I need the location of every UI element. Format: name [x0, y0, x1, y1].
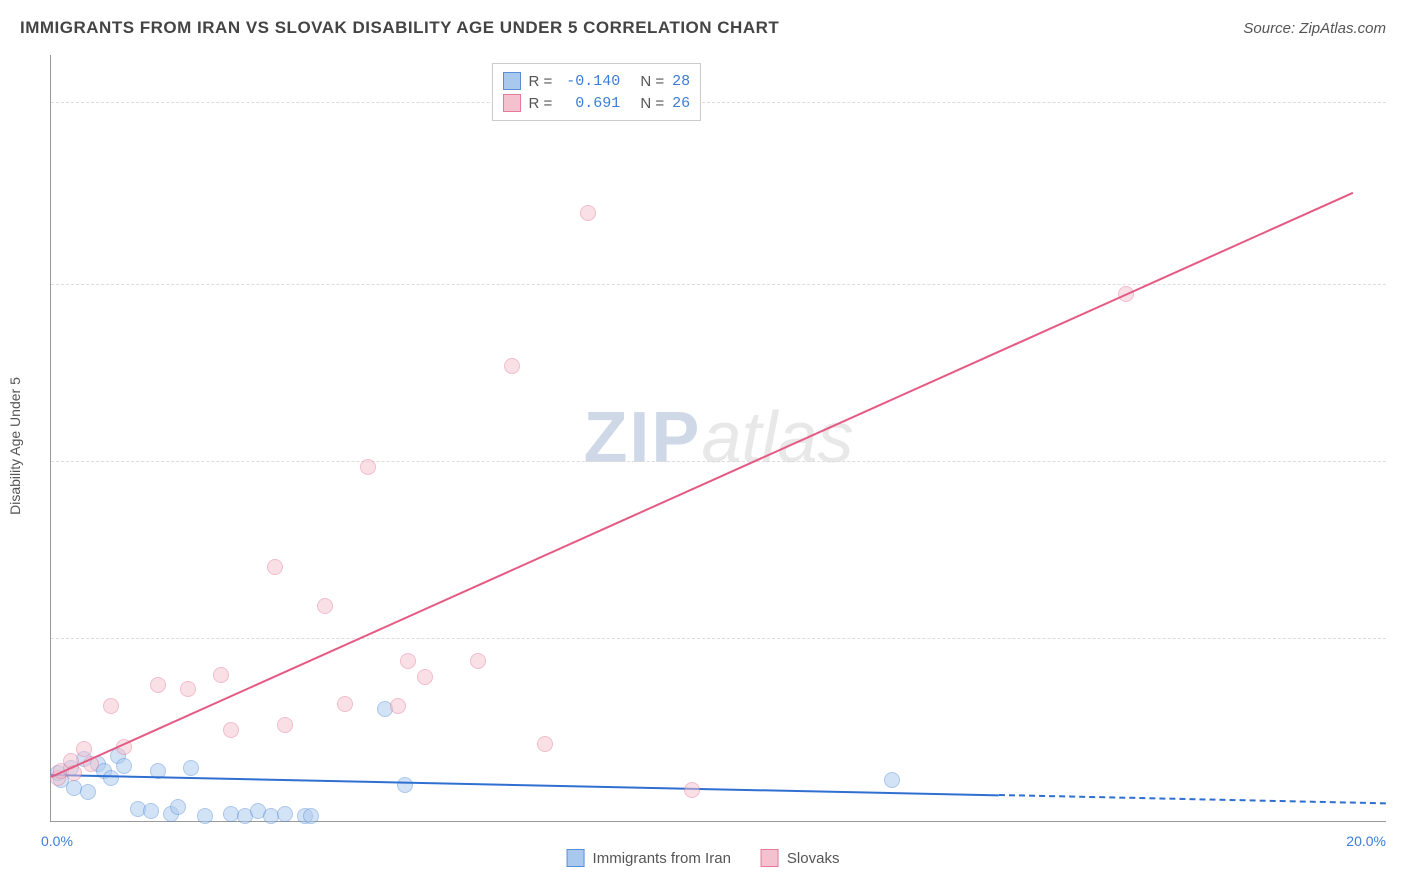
data-point-iran — [116, 758, 132, 774]
data-point-slovaks — [103, 698, 119, 714]
data-point-slovaks — [317, 598, 333, 614]
chart-header: IMMIGRANTS FROM IRAN VS SLOVAK DISABILIT… — [20, 18, 1386, 38]
legend-row-iran: R = -0.140 N = 28 — [503, 70, 691, 92]
legend-row-slovaks: R = 0.691 N = 26 — [503, 92, 691, 114]
data-point-slovaks — [267, 559, 283, 575]
data-point-slovaks — [360, 459, 376, 475]
r-value: -0.140 — [560, 73, 620, 90]
trend-line-iran — [51, 774, 999, 796]
data-point-slovaks — [213, 667, 229, 683]
r-label: R = — [529, 95, 553, 112]
legend-item-iran: Immigrants from Iran — [567, 849, 731, 867]
r-label: R = — [529, 73, 553, 90]
data-point-slovaks — [400, 653, 416, 669]
y-tick-label: 7.5% — [1391, 454, 1406, 470]
y-tick-label: 11.2% — [1391, 277, 1406, 293]
gridline — [51, 102, 1386, 103]
source-prefix: Source: — [1243, 20, 1299, 37]
source-attribution: Source: ZipAtlas.com — [1243, 20, 1386, 37]
y-tick-label: 15.0% — [1391, 95, 1406, 111]
gridline — [51, 461, 1386, 462]
swatch-icon — [567, 849, 585, 867]
data-point-slovaks — [504, 358, 520, 374]
swatch-icon — [503, 72, 521, 90]
scatter-chart: ZIPatlas 3.8%7.5%11.2%15.0%0.0%20.0%R =-… — [50, 55, 1386, 822]
data-point-slovaks — [390, 698, 406, 714]
source-name: ZipAtlas.com — [1299, 20, 1386, 37]
legend-bottom: Immigrants from Iran Slovaks — [567, 849, 840, 867]
data-point-iran — [80, 784, 96, 800]
watermark-zip: ZIP — [583, 398, 701, 478]
data-point-iran — [277, 806, 293, 822]
trend-line-iran — [999, 794, 1386, 804]
data-point-iran — [884, 772, 900, 788]
n-label: N = — [640, 95, 664, 112]
data-point-slovaks — [537, 736, 553, 752]
swatch-icon — [761, 849, 779, 867]
data-point-slovaks — [470, 653, 486, 669]
n-value: 28 — [672, 73, 690, 90]
y-tick-label: 3.8% — [1391, 631, 1406, 647]
gridline — [51, 284, 1386, 285]
watermark-atlas: atlas — [701, 398, 853, 478]
data-point-slovaks — [150, 677, 166, 693]
x-tick-label: 20.0% — [1346, 833, 1386, 849]
data-point-iran — [197, 808, 213, 824]
legend-label: Slovaks — [787, 850, 840, 867]
legend-item-slovaks: Slovaks — [761, 849, 840, 867]
data-point-iran — [170, 799, 186, 815]
data-point-iran — [303, 808, 319, 824]
data-point-slovaks — [337, 696, 353, 712]
data-point-slovaks — [277, 717, 293, 733]
data-point-slovaks — [417, 669, 433, 685]
trend-line-slovaks — [51, 192, 1353, 778]
y-axis-label: Disability Age Under 5 — [7, 377, 23, 515]
r-value: 0.691 — [560, 95, 620, 112]
data-point-slovaks — [684, 782, 700, 798]
data-point-iran — [397, 777, 413, 793]
legend-correlation: R = -0.140 N = 28 R = 0.691 N = 26 — [492, 63, 702, 121]
data-point-slovaks — [223, 722, 239, 738]
legend-label: Immigrants from Iran — [593, 850, 731, 867]
gridline — [51, 638, 1386, 639]
swatch-icon — [503, 94, 521, 112]
data-point-iran — [183, 760, 199, 776]
data-point-slovaks — [180, 681, 196, 697]
x-tick-label: 0.0% — [41, 833, 73, 849]
data-point-iran — [143, 803, 159, 819]
n-value: 26 — [672, 95, 690, 112]
n-label: N = — [640, 73, 664, 90]
data-point-iran — [103, 770, 119, 786]
watermark: ZIPatlas — [583, 397, 853, 479]
chart-title: IMMIGRANTS FROM IRAN VS SLOVAK DISABILIT… — [20, 18, 779, 38]
data-point-slovaks — [580, 205, 596, 221]
